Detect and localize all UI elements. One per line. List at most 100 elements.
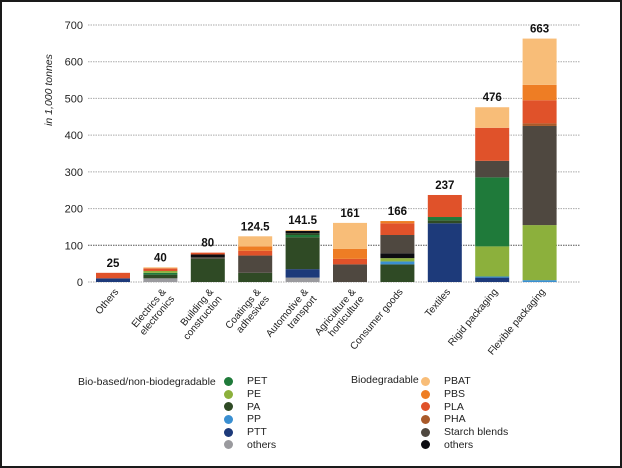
legend-label: PTT [247, 426, 267, 439]
legend-group-title-biodegradable: Biodegradable [351, 374, 419, 386]
bar-segment-bio-deg-others [380, 253, 415, 259]
bar-segment-starch-blends [333, 264, 367, 282]
bar-segment-pbs [333, 248, 367, 259]
legend-item: PA [224, 400, 276, 413]
legend-swatch-icon [224, 440, 233, 450]
bar-segment-pa [143, 274, 178, 279]
legend-group-biodegradable: PBAT PBS PLA PHA Starch blends others [421, 375, 508, 451]
y-tick-label: 0 [77, 277, 83, 289]
x-tick-label: Textiles [423, 287, 453, 320]
x-tick-label: Others [94, 287, 122, 317]
bar-total-label: 166 [388, 206, 407, 218]
legend-swatch-icon [224, 402, 233, 412]
y-tick-label: 700 [65, 20, 83, 32]
bar-segment-pe [380, 258, 415, 262]
legend-item: PET [224, 375, 276, 388]
legend-label: PET [247, 375, 268, 388]
legend-swatch-icon [224, 414, 233, 424]
bar-segment-pla [475, 127, 510, 161]
bar-segment-bio-deg-others [190, 254, 225, 258]
bar-segment-pp [380, 261, 415, 265]
bar-segment-pla [238, 250, 273, 256]
legend-swatch-icon [421, 389, 430, 399]
y-tick-label: 300 [65, 167, 83, 179]
bar-segment-pa [190, 258, 225, 282]
bar-total-label: 476 [483, 92, 502, 104]
bar-segment-pla [190, 252, 225, 255]
legend-label: PBAT [444, 375, 471, 388]
bar-segment-pla [143, 268, 178, 271]
bar-total-label: 663 [530, 24, 549, 36]
bar-segment-starch-blends [522, 125, 557, 226]
legend-item: PTT [224, 426, 276, 439]
y-tick-label: 500 [65, 93, 83, 105]
legend-item: others [421, 438, 508, 451]
bar-segment-pp [522, 280, 557, 282]
y-axis-ticks: 0 100 200 300 400 500 600 700 [65, 20, 83, 289]
bar-segment-starch-blends [238, 255, 273, 273]
y-tick-label: 100 [65, 240, 83, 252]
x-tick-label: Rigid packaging [446, 287, 500, 349]
legend-swatch-icon [224, 389, 233, 399]
bar-total-label: 161 [340, 208, 360, 220]
legend-label: PA [247, 400, 261, 413]
y-tick-label: 400 [65, 130, 83, 142]
bar-segment-pbs [238, 246, 273, 251]
bar-stack [285, 230, 320, 282]
y-axis-label: in 1,000 tonnes [43, 53, 55, 126]
legend-label: PHA [444, 413, 466, 426]
bar-segment-starch-blends [380, 235, 415, 254]
bar-segment-pbat [238, 236, 273, 247]
bar-segment-pet [285, 235, 320, 238]
legend-label: PE [247, 388, 262, 401]
bar-segment-pbs [380, 221, 415, 224]
legend-swatch-icon [421, 414, 430, 424]
bar-segment-pla [522, 100, 557, 124]
bar-stack [380, 221, 415, 282]
legend-item: PHA [421, 413, 508, 426]
bar-total-label: 80 [201, 238, 214, 250]
bar-segment-pbat [143, 267, 178, 269]
bar-segment-pet [475, 177, 510, 247]
y-tick-label: 600 [65, 57, 83, 69]
bar-total-label: 40 [154, 252, 167, 264]
bar-segment-pa [380, 264, 415, 282]
legend-item: PLA [421, 400, 508, 413]
legend-item: Starch blends [421, 426, 508, 439]
bar-segment-pbat [333, 222, 367, 249]
bar-segment-ptt [96, 278, 130, 282]
x-tick-label-line: Textiles [423, 287, 453, 320]
legend-item: PE [224, 388, 276, 401]
legend-group-title-bio-based: Bio-based/non-biodegradable [78, 376, 216, 388]
bar-total-labels: 25 40 80 124.5 141.5 161 166 237 476 663 [107, 24, 550, 270]
legend-label: others [444, 438, 474, 451]
legend-label: PP [247, 413, 262, 426]
legend-swatch-icon [421, 427, 430, 437]
bar-segment-starch-blends [190, 257, 225, 259]
legend-group-bio-based: PET PE PA PP PTT others [224, 375, 276, 451]
bar-segment-pa [238, 272, 273, 282]
bar-stack [143, 267, 178, 282]
legend-label: Starch blends [444, 426, 509, 439]
bar-segment-pla [96, 272, 130, 279]
bar-segment-pbat [522, 38, 557, 85]
bar-total-label: 141.5 [288, 215, 317, 227]
legend-swatch-icon [224, 376, 233, 386]
bar-segment-pp [475, 276, 510, 278]
bar-segment-pet [427, 217, 462, 221]
bar-segment-pbat [285, 230, 320, 231]
y-tick-label: 200 [65, 204, 83, 216]
bar-segment-starch-blends [475, 160, 510, 178]
x-tick-label-line: Others [94, 287, 122, 317]
bar-segment-pbat [475, 107, 510, 128]
x-tick-label: Electrics &electronics [130, 287, 178, 338]
bar-segment-pe [522, 225, 557, 281]
bar-segment-bio-others [285, 277, 320, 282]
legend-label: PLA [444, 400, 464, 413]
bar-segment-pa [285, 233, 320, 236]
bar-stack [238, 236, 273, 282]
bar-segment-pa [285, 237, 320, 270]
bar-segment-pla [427, 194, 462, 218]
x-tick-label: Automotive &transport [264, 287, 319, 347]
